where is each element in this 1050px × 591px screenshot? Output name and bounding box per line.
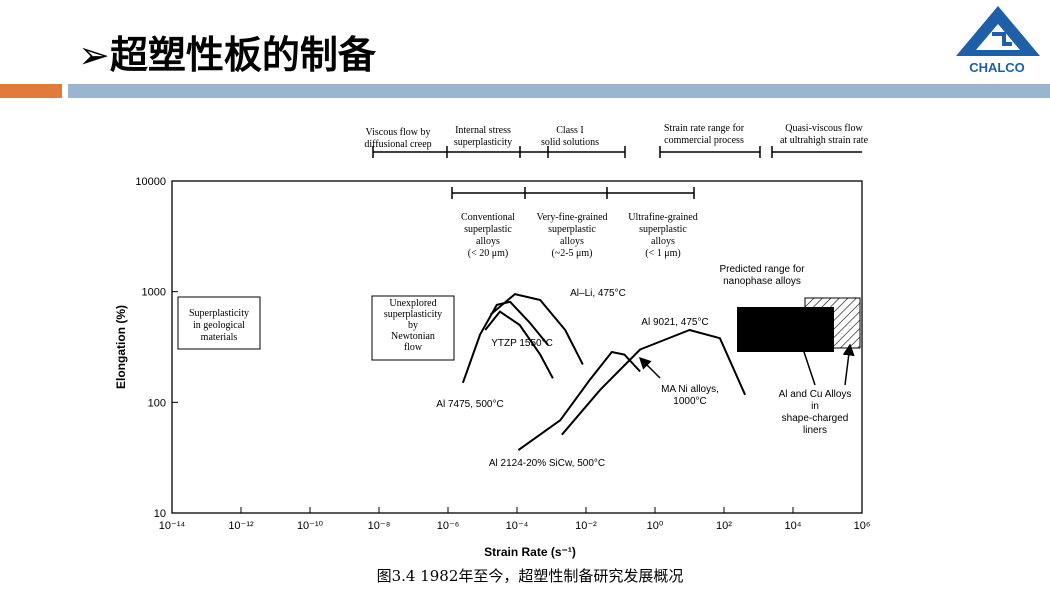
series-label: YTZP 1550°C: [491, 338, 553, 349]
caption: 图3.4 1982年至今，超塑性制备研究发展概况: [377, 567, 684, 585]
x-tick-label: 10⁻⁴: [506, 520, 529, 532]
annotation: Very-fine-grained superplastic alloys (~2-5…: [536, 212, 607, 259]
logo: CHALCO: [956, 6, 1040, 75]
x-tick-label: 10⁶: [854, 520, 871, 532]
annotation: Predicted range for nanophase alloys: [719, 264, 805, 287]
logo-text: CHALCO: [969, 60, 1025, 75]
x-tick-label: 10⁻⁶: [437, 520, 460, 532]
y-tick-label: 1000: [142, 287, 166, 299]
annotations: Viscous flow by diffusional creep Interna…: [189, 123, 869, 436]
series-label: Al 9021, 475°C: [641, 317, 708, 328]
x-axis-label: Strain Rate (s⁻¹): [484, 545, 576, 559]
series-labels: Al 7475, 500°C YTZP 1550°C Al–Li, 475°C …: [436, 288, 708, 469]
arrows: [372, 146, 862, 386]
annotation: MA Ni alloys, 1000°C: [661, 384, 719, 407]
x-tick-label: 10⁰: [647, 520, 664, 532]
annotation: Quasi-viscous flow at ultrahigh strain ra…: [780, 123, 869, 146]
y-tick-label: 10000: [135, 176, 166, 188]
x-tick-label: 10⁴: [785, 520, 802, 532]
series-line: [561, 329, 747, 436]
x-tick-label: 10²: [716, 520, 732, 532]
annotation: Superplasticity in geological materials: [189, 308, 249, 343]
annotation: Al and Cu Alloys in shape-charged liners: [779, 389, 852, 436]
box: [371, 295, 455, 361]
y-axis-label: Elongation (%): [114, 305, 128, 389]
x-tick-label: 10⁻⁸: [368, 520, 391, 532]
y-tick-label: 10: [154, 508, 166, 520]
predicted-range: [737, 307, 834, 352]
x-tick-label: 10⁻²: [575, 520, 597, 532]
x-tick-label: 10⁻¹⁴: [159, 520, 186, 532]
annotation: Conventional superplastic alloys (< 20 μm): [461, 212, 515, 259]
series-label: Al 2124-20% SiCw, 500°C: [489, 458, 605, 469]
annotation: Ultrafine-grained superplastic alloys (< 1 …: [628, 212, 697, 259]
header-bar: [68, 84, 1050, 98]
series-line: [484, 310, 554, 379]
y-tick-label: 100: [148, 397, 166, 409]
accent-bar: [0, 84, 62, 98]
slide-title: ➢超塑性板的制备: [78, 33, 377, 77]
series-label: Al 7475, 500°C: [436, 399, 503, 410]
annotation: Internal stress superplasticity: [454, 125, 512, 148]
box: [177, 296, 261, 350]
annotation: Viscous flow by diffusional creep: [364, 127, 431, 150]
series-line: [517, 351, 641, 451]
annotation: Strain rate range for commercial process: [664, 123, 745, 146]
series-line: [489, 293, 584, 365]
annotation: Unexplored superplasticity by Newtonian flow: [384, 298, 442, 353]
x-tick-label: 10⁻¹²: [228, 520, 254, 532]
x-tick-label: 10⁻¹⁰: [297, 520, 324, 532]
series-label: Al–Li, 475°C: [570, 288, 626, 299]
